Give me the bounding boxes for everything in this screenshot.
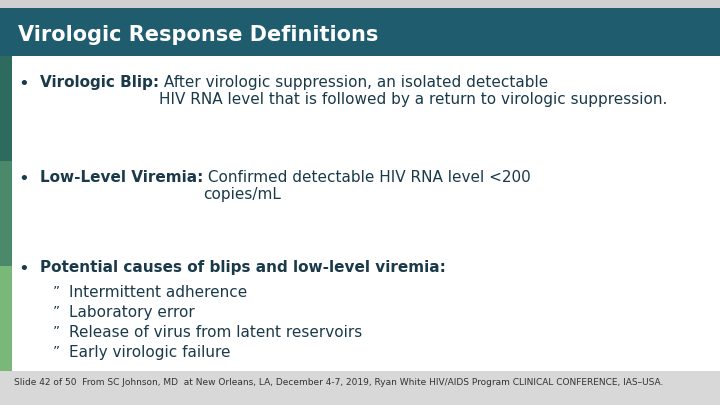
Bar xyxy=(0,0,720,8)
Bar xyxy=(0,56,12,161)
Bar xyxy=(0,266,12,371)
Text: Low-Level Viremia:: Low-Level Viremia: xyxy=(40,170,203,185)
Bar xyxy=(0,161,12,266)
Text: Early virologic failure: Early virologic failure xyxy=(69,345,230,360)
Text: Virologic Blip:: Virologic Blip: xyxy=(40,75,159,90)
Text: Laboratory error: Laboratory error xyxy=(69,305,194,320)
Bar xyxy=(0,8,720,56)
Text: After virologic suppression, an isolated detectable
HIV RNA level that is follow: After virologic suppression, an isolated… xyxy=(159,75,667,107)
Text: Confirmed detectable HIV RNA level <200
copies/mL: Confirmed detectable HIV RNA level <200 … xyxy=(203,170,531,202)
Text: Virologic Response Definitions: Virologic Response Definitions xyxy=(18,25,379,45)
Text: •: • xyxy=(18,170,29,188)
Text: Slide 42 of 50  From SC Johnson, MD  at New Orleans, LA, December 4-7, 2019, Rya: Slide 42 of 50 From SC Johnson, MD at Ne… xyxy=(14,378,663,387)
Text: •: • xyxy=(18,75,29,93)
Bar xyxy=(0,371,720,405)
Text: Release of virus from latent reservoirs: Release of virus from latent reservoirs xyxy=(69,325,362,340)
Text: Potential causes of blips and low-level viremia:: Potential causes of blips and low-level … xyxy=(40,260,446,275)
Text: •: • xyxy=(18,260,29,278)
Text: ”: ” xyxy=(53,285,60,299)
Text: ”: ” xyxy=(53,305,60,319)
Text: ”: ” xyxy=(53,325,60,339)
Bar xyxy=(0,56,720,371)
Text: Intermittent adherence: Intermittent adherence xyxy=(69,285,247,300)
Text: ”: ” xyxy=(53,345,60,359)
